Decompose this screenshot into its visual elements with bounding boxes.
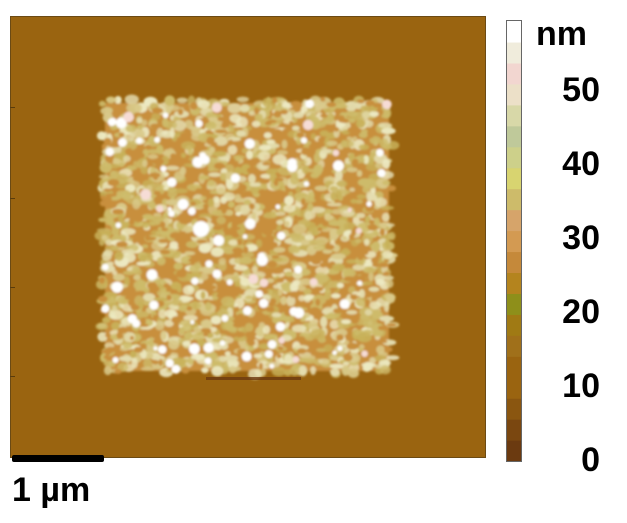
colorbar-band [507,188,521,211]
colorbar-band [507,146,521,169]
colorbar-band [507,167,521,190]
colorbar-band [507,41,521,64]
colorbar-band [507,335,521,357]
colorbar-band [507,398,521,420]
colorbar-tick-label: 10 [562,367,600,405]
colorbar-band [507,356,521,378]
colorbar-tick-label: 30 [562,219,600,257]
colorbar-band [507,251,521,274]
colorbar-band [507,272,521,294]
colorbar-tick-label: 50 [562,71,600,109]
edge-artifact [206,377,301,380]
colorbar-tick-label: 0 [581,441,600,479]
colorbar-band [507,21,521,43]
colorbar-band [507,62,521,85]
colorbar-band [507,125,521,148]
colorbar-band [507,209,521,232]
colorbar-unit: nm [536,15,587,53]
height-colorbar [506,20,522,462]
frame-tick [10,198,15,199]
colorbar-tick-label: 40 [562,145,600,183]
colorbar-band [507,104,521,127]
colorbar-band [507,314,521,336]
colorbar-tick-label: 20 [562,293,600,331]
scale-bar [12,455,104,462]
patterned-region [94,94,400,380]
colorbar-band [507,419,521,441]
scale-bar-label: 1 µm [12,471,91,509]
colorbar-gradient [507,21,521,461]
colorbar-band [507,377,521,399]
frame-tick [10,287,15,288]
colorbar-band [507,230,521,253]
afm-height-image [10,16,486,458]
colorbar-band [507,440,521,461]
colorbar-band [507,83,521,106]
colorbar-band [507,293,521,315]
afm-topography [11,17,485,457]
frame-tick [10,107,15,108]
frame-tick [10,376,15,377]
